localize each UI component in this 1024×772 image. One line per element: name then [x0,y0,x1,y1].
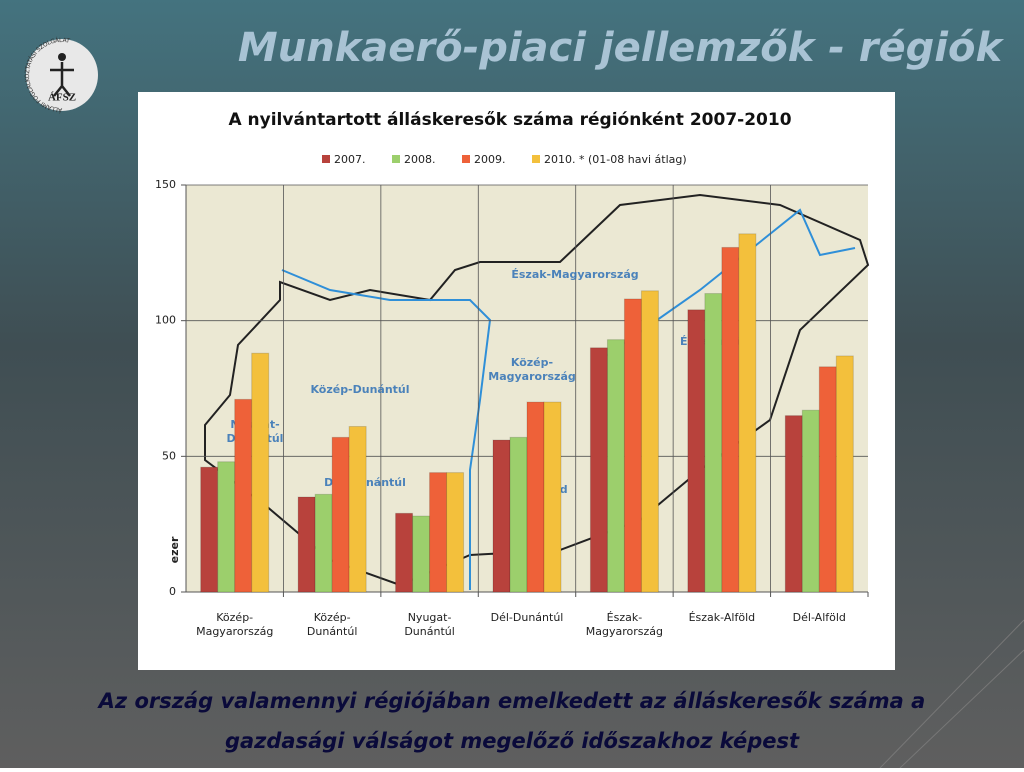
chart-title: A nyilvántartott álláskeresők száma régi… [228,110,791,130]
bar [509,436,528,593]
decor [879,619,1024,769]
map-label: Észak-Magyarország [511,268,638,281]
bar [687,309,706,593]
x-tick-label: Észak-Magyarország [586,611,663,638]
bar [818,366,837,593]
bar [251,352,270,593]
bar [606,339,625,593]
bar [835,355,854,593]
caption: gazdasági válságot megelőző időszakhoz k… [225,729,800,753]
x-tick-label: Nyugat-Dunántúl [404,611,454,638]
bar [429,472,448,593]
bar [543,401,562,593]
bar [314,493,333,593]
bar [234,398,253,593]
x-tick-label: Dél-Dunántúl [491,611,564,624]
bar [412,515,431,593]
bar [640,290,659,593]
legend-label: 2009. [474,153,506,166]
logo-head [58,53,66,61]
y-tick-label: 100 [155,314,176,327]
bar [297,496,316,593]
logo-figure [50,62,74,97]
legend-label: 2010. * (01-08 havi átlag) [544,153,687,166]
bar [738,233,757,593]
legend-swatch [392,155,400,163]
x-tick-label: Észak-Alföld [689,611,756,624]
map-river [281,208,856,590]
x-tick-label: Közép-Dunántúl [307,611,357,638]
y-tick-label: 50 [162,449,176,462]
bar [589,347,608,593]
bar [446,472,465,593]
x-tick-label: Dél-Alföld [793,611,846,624]
caption: Az ország valamennyi régiójában emelkede… [97,689,926,713]
bar [200,466,219,593]
y-tick-label: 0 [169,585,176,598]
legend-label: 2007. [334,153,366,166]
map-label: Közép-Magyarország [488,356,576,383]
legend-swatch [532,155,540,163]
bar [704,293,723,593]
legend-label: 2008. [404,153,436,166]
legend-swatch [462,155,470,163]
bar [784,415,803,593]
map-label: Közép-Dunántúl [310,383,409,396]
bar [801,409,820,593]
bar [492,439,511,593]
bar [526,401,545,593]
bar [217,461,236,593]
x-tick-label: Közép-Magyarország [196,611,273,638]
bar [348,425,367,593]
bar [721,246,740,593]
legend-swatch [322,155,330,163]
bar [623,298,642,593]
y-axis-label: ezer [168,536,181,563]
y-tick-label: 150 [155,178,176,191]
bar [331,436,350,593]
slide-title: Munkaerő-piaci jellemzők - régiók [238,25,1005,71]
bar [395,512,414,593]
logo-text: ÁFSZ [48,92,76,104]
